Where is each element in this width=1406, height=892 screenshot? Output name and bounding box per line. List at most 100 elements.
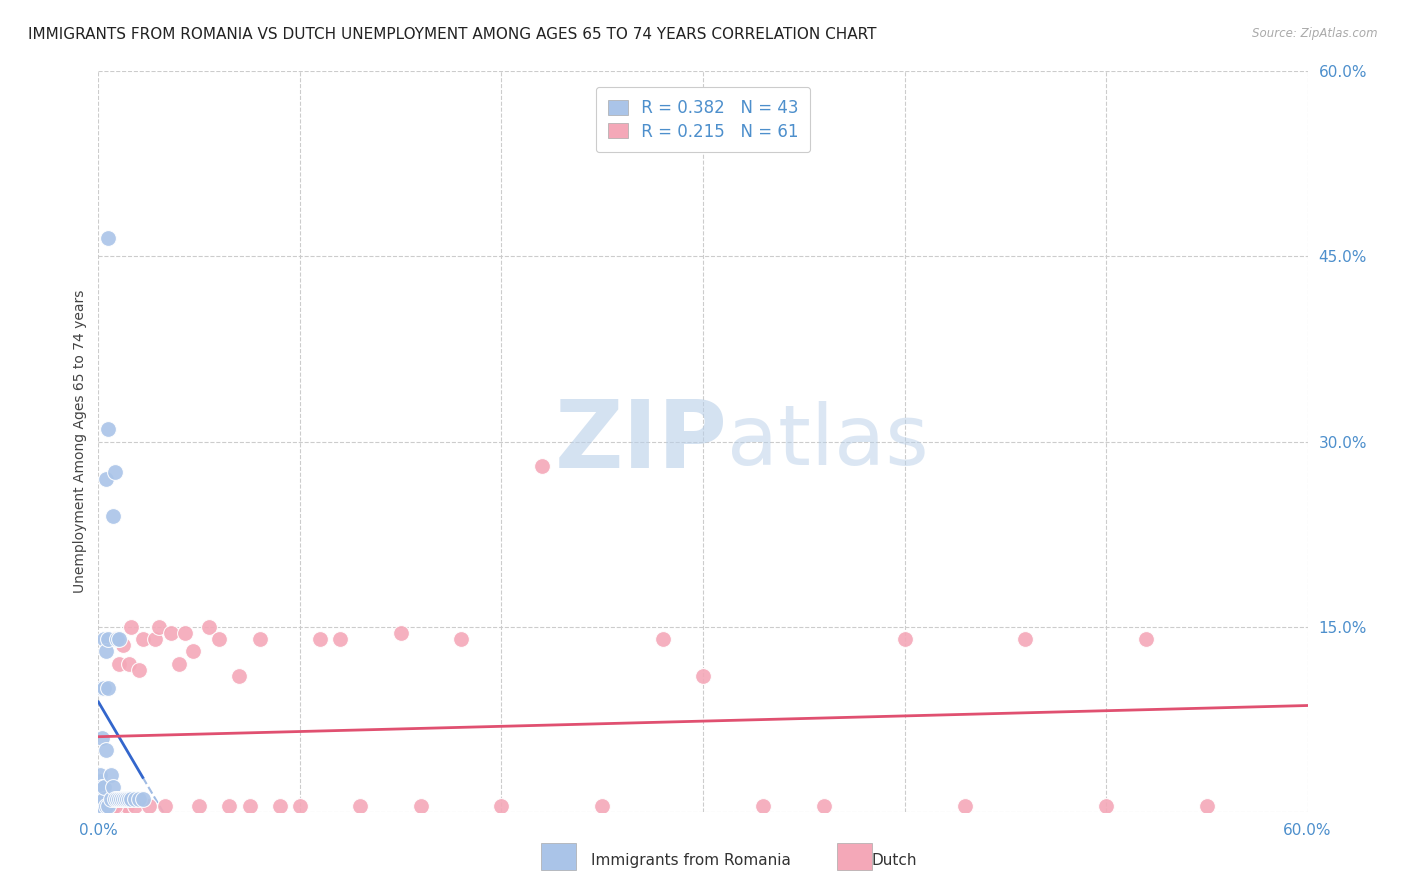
Point [101, 780, 124, 794]
Point [97, 231, 120, 245]
Point [530, 459, 553, 474]
Point [100, 792, 122, 806]
Point [96, 792, 118, 806]
Point [138, 798, 160, 813]
Point [93, 798, 115, 813]
Point [218, 798, 240, 813]
Point [93, 632, 115, 646]
Point [1014, 632, 1036, 646]
Point [97, 422, 120, 436]
Point [89, 773, 111, 788]
Point [91, 792, 114, 806]
Text: Source: ZipAtlas.com: Source: ZipAtlas.com [1253, 27, 1378, 40]
Point [409, 798, 432, 813]
Text: atlas: atlas [727, 401, 929, 482]
Point [181, 644, 204, 658]
Point [128, 792, 150, 806]
Point [97, 798, 120, 813]
Point [105, 632, 128, 646]
Point [97, 792, 120, 806]
Point [93, 798, 115, 813]
Point [91, 681, 114, 696]
Point [188, 798, 211, 813]
Point [143, 632, 166, 646]
Point [118, 657, 141, 671]
Point [93, 792, 115, 806]
Point [93, 780, 115, 794]
Point [101, 798, 124, 813]
Point [148, 619, 170, 633]
Point [101, 508, 124, 523]
Point [103, 798, 125, 813]
Point [118, 792, 141, 806]
Point [124, 798, 146, 813]
Point [89, 786, 111, 800]
Point [105, 798, 128, 813]
Point [591, 798, 613, 813]
Point [103, 632, 125, 646]
Point [167, 657, 190, 671]
Point [309, 632, 332, 646]
Point [103, 466, 125, 480]
Point [96, 471, 118, 485]
Point [93, 681, 115, 696]
Point [208, 632, 231, 646]
Point [132, 632, 155, 646]
Point [651, 632, 673, 646]
Point [752, 798, 775, 813]
Point [97, 681, 120, 696]
Point [349, 798, 371, 813]
Point [103, 792, 125, 806]
Point [269, 798, 291, 813]
Point [329, 632, 352, 646]
Point [153, 798, 176, 813]
Point [96, 743, 118, 757]
Point [288, 798, 311, 813]
Text: Dutch: Dutch [872, 854, 917, 868]
Point [174, 625, 197, 640]
Point [132, 792, 155, 806]
Point [115, 798, 138, 813]
Point [124, 792, 146, 806]
Point [91, 798, 114, 813]
Text: ZIP: ZIP [554, 395, 727, 488]
Point [89, 767, 111, 781]
Point [107, 792, 129, 806]
Y-axis label: Unemployment Among Ages 65 to 74 years: Unemployment Among Ages 65 to 74 years [73, 290, 87, 593]
Point [100, 767, 122, 781]
Point [491, 798, 513, 813]
Point [89, 792, 111, 806]
Point [813, 798, 835, 813]
Point [107, 632, 129, 646]
Point [115, 792, 138, 806]
Point [96, 798, 118, 813]
Point [91, 731, 114, 745]
Point [91, 780, 114, 794]
Point [100, 798, 122, 813]
Point [128, 663, 150, 677]
Point [111, 798, 134, 813]
Point [89, 780, 111, 794]
Point [103, 792, 125, 806]
Point [111, 638, 134, 652]
Point [107, 657, 129, 671]
Point [110, 792, 132, 806]
Point [96, 644, 118, 658]
Text: Immigrants from Romania: Immigrants from Romania [591, 854, 790, 868]
Point [111, 792, 134, 806]
Point [97, 798, 120, 813]
Point [692, 669, 714, 683]
Point [198, 619, 221, 633]
Point [953, 798, 976, 813]
Point [97, 798, 120, 813]
Point [101, 798, 124, 813]
Point [120, 619, 142, 633]
Point [450, 632, 472, 646]
Point [1135, 632, 1157, 646]
Point [100, 798, 122, 813]
Legend:  R = 0.382   N = 43,  R = 0.215   N = 61: R = 0.382 N = 43, R = 0.215 N = 61 [596, 87, 810, 153]
Point [239, 798, 262, 813]
Point [389, 625, 412, 640]
Point [89, 798, 111, 813]
Point [160, 625, 183, 640]
